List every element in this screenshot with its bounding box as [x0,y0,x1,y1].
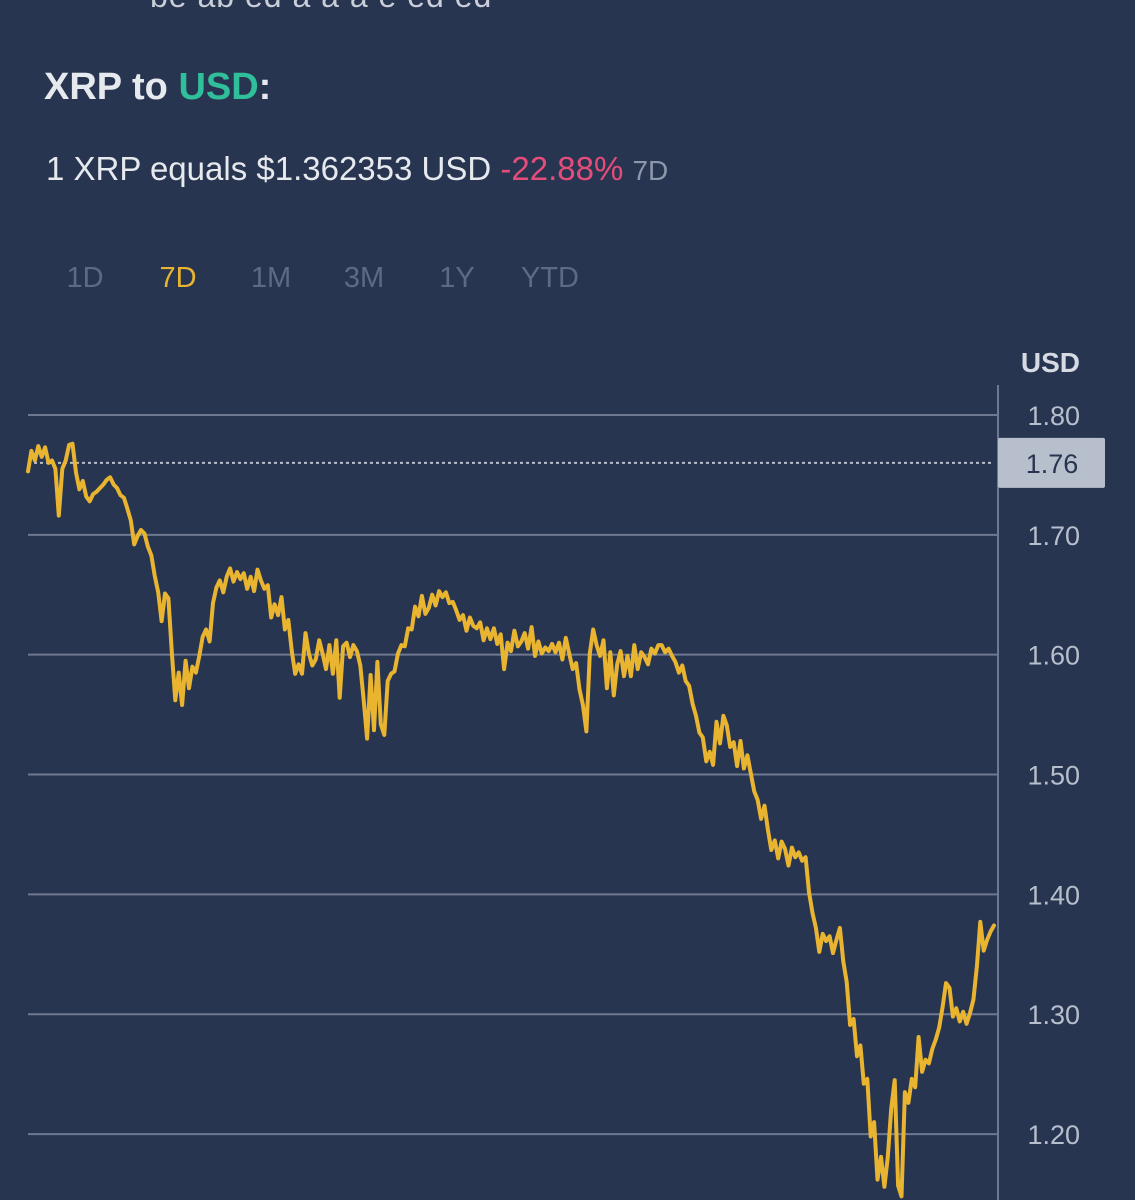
price-change-period: 7D [632,155,669,186]
tab-1y[interactable]: 1Y [412,262,502,295]
y-tick-label: 1.30 [1027,1000,1080,1030]
title-base-currency: XRP to [44,66,179,108]
tab-label: 1D [66,262,104,294]
current-price-tag-label: 1.76 [1026,449,1079,479]
y-tick-label: 1.40 [1027,880,1080,910]
current-price-tag-box [998,437,1105,488]
tab-label: 1M [250,262,292,294]
rate-text: 1 XRP equals $1.362353 USD [46,150,492,187]
page-title: XRP to USD: [44,66,271,109]
tab-1d[interactable]: 1D [40,262,130,295]
tab-7d[interactable]: 7D [133,262,223,295]
price-series-line [26,441,996,1199]
y-tick-label: 1.20 [1027,1120,1080,1150]
price-change-percent: -22.88% [500,150,624,187]
tab-1m[interactable]: 1M [226,262,316,295]
exchange-rate-summary: 1 XRP equals $1.362353 USD -22.88% 7D [46,150,668,188]
y-tick-label: 1.80 [1027,401,1080,431]
tab-label: YTD [521,262,579,294]
y-tick-label: 1.50 [1027,761,1080,791]
tab-3m[interactable]: 3M [319,262,409,295]
title-quote-currency: USD [178,66,259,108]
gridlines [28,413,998,1136]
y-tick-label: 1.70 [1027,521,1080,551]
tab-ytd[interactable]: YTD [505,262,595,295]
tab-label: 1Y [439,262,475,294]
y-axis-ticks: 1.80 1.70 1.60 1.50 1.40 1.30 1.20 [1027,401,1080,1150]
tab-label: 3M [343,262,385,294]
title-colon: : [258,66,272,108]
tab-label: 7D [159,262,197,294]
y-axis-unit-label: USD [1021,347,1080,378]
y-tick-label: 1.60 [1027,641,1080,671]
current-price-tag: 1.76 [998,437,1105,488]
cutoff-previous-text: be ab ed a a a e ed ed [150,0,492,15]
